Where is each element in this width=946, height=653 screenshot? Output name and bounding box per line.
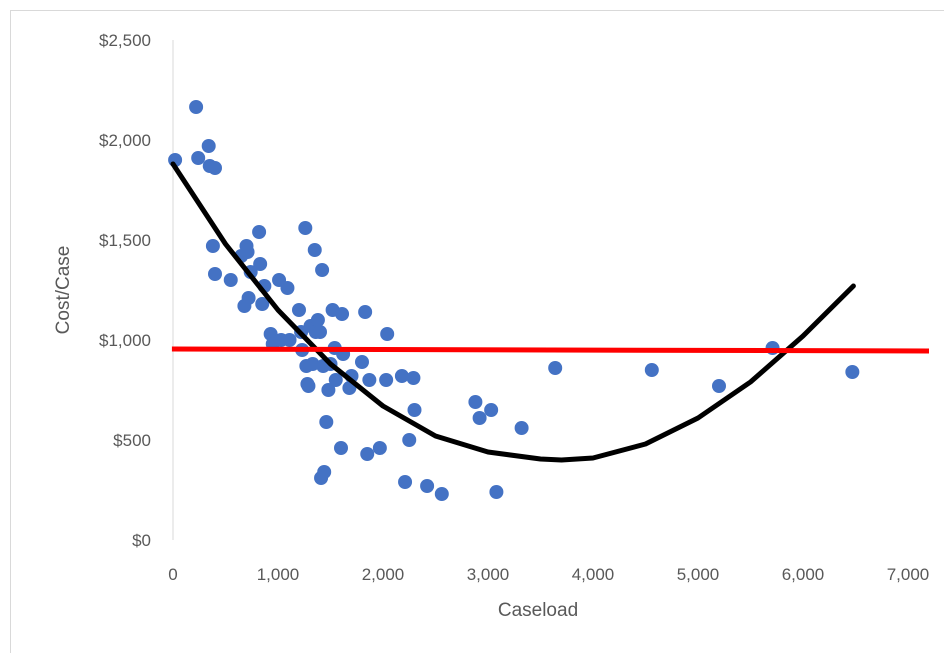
- y-tick-label: $500: [113, 431, 151, 450]
- data-point: [292, 303, 306, 317]
- data-point: [472, 411, 487, 425]
- data-point: [252, 225, 267, 239]
- y-tick-label: $0: [132, 531, 151, 550]
- y-tick-label: $1,000: [99, 331, 151, 350]
- data-point: [407, 403, 422, 417]
- data-point: [360, 447, 375, 461]
- x-tick-label: 3,000: [467, 565, 510, 584]
- y-axis-title: Cost/Case: [53, 246, 74, 335]
- data-point: [355, 355, 369, 369]
- data-point: [280, 281, 295, 295]
- data-point: [205, 239, 220, 253]
- data-point: [321, 383, 336, 397]
- x-tick-label: 6,000: [782, 565, 825, 584]
- data-point: [434, 487, 449, 501]
- data-point: [298, 221, 313, 235]
- data-point: [845, 365, 860, 379]
- data-point: [394, 369, 409, 383]
- x-axis-title: Caseload: [498, 600, 578, 621]
- data-point: [253, 257, 268, 271]
- y-tick-label: $2,500: [99, 31, 151, 50]
- data-point: [310, 313, 325, 327]
- data-point: [379, 373, 394, 387]
- data-point: [372, 441, 387, 455]
- data-point: [358, 305, 373, 319]
- chart-frame: [10, 10, 944, 653]
- x-tick-label: 0: [168, 565, 177, 584]
- data-point: [313, 325, 327, 339]
- axes-layer: $0 $500 $1,000 $1,500 $2,000 $2,500 0 1,000 2,00…: [99, 31, 929, 584]
- data-point: [712, 379, 726, 393]
- data-point: [398, 475, 413, 489]
- data-point: [362, 373, 377, 387]
- x-tick-label: 2,000: [362, 565, 405, 584]
- data-point: [406, 371, 421, 385]
- x-tick-label: 1,000: [257, 565, 300, 584]
- data-point: [335, 307, 350, 321]
- data-point: [307, 243, 322, 257]
- data-point: [315, 263, 330, 277]
- data-point: [548, 361, 563, 375]
- data-point: [241, 291, 256, 305]
- data-point: [223, 273, 238, 287]
- data-point: [484, 403, 499, 417]
- x-tick-label: 7,000: [887, 565, 930, 584]
- points-layer: [168, 100, 860, 501]
- data-point: [191, 151, 206, 165]
- data-point: [208, 267, 222, 281]
- reference-line: [171, 346, 930, 354]
- data-point: [240, 245, 255, 259]
- data-point: [489, 485, 504, 499]
- data-point: [644, 363, 659, 377]
- data-point: [255, 297, 270, 311]
- data-point: [301, 379, 316, 393]
- x-tick-label: 4,000: [572, 565, 615, 584]
- data-point: [402, 433, 417, 447]
- data-point: [305, 357, 320, 371]
- y-tick-label: $2,000: [99, 131, 151, 150]
- data-point: [189, 100, 204, 114]
- x-tick-label: 5,000: [677, 565, 720, 584]
- y-tick-label: $1,500: [99, 231, 151, 250]
- data-point: [468, 395, 483, 409]
- data-point: [334, 441, 348, 455]
- data-point: [380, 327, 395, 341]
- data-point: [420, 479, 435, 493]
- data-point: [208, 161, 222, 175]
- trend-curve: [170, 161, 856, 463]
- data-point: [328, 373, 343, 387]
- data-point: [514, 421, 529, 435]
- lines-layer: [170, 161, 930, 463]
- data-point: [319, 415, 334, 429]
- data-point: [201, 139, 216, 153]
- data-point: [317, 465, 332, 479]
- data-point: [282, 333, 297, 347]
